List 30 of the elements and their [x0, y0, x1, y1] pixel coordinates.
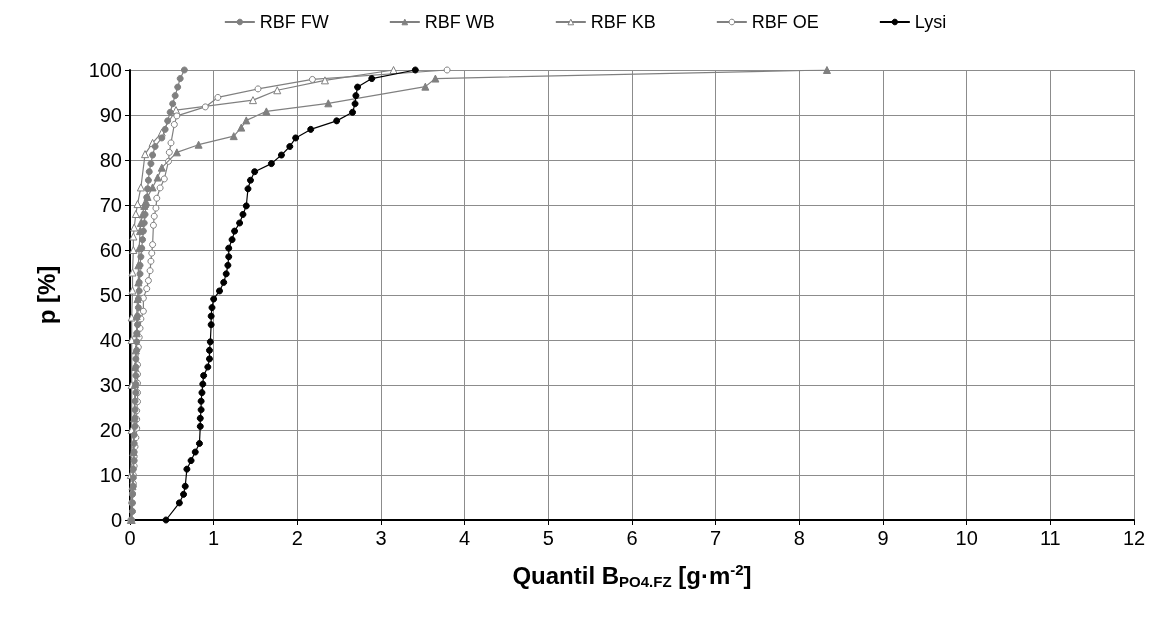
x-tick-label: 0 — [124, 527, 136, 549]
x-tick-label: 12 — [1122, 527, 1146, 549]
y-tick-label: 80 — [99, 149, 122, 171]
y-axis-title: p [%] — [32, 265, 60, 325]
x-tick-label: 8 — [793, 527, 805, 549]
y-tick-label: 30 — [99, 374, 122, 396]
y-tick-label: 70 — [99, 194, 122, 216]
y-tick-label: 20 — [99, 419, 122, 441]
x-tick-label: 11 — [1039, 527, 1061, 549]
legend-label: RBF KB — [590, 12, 656, 32]
y-tick-label: 100 — [88, 59, 122, 81]
y-tick-label: 90 — [99, 104, 122, 126]
y-tick-label: 60 — [99, 239, 122, 261]
x-tick-label: 6 — [626, 527, 638, 549]
y-tick-label: 40 — [99, 329, 122, 351]
x-tick-label: 9 — [877, 527, 889, 549]
y-tick-label: 50 — [99, 284, 122, 306]
x-tick-label: 7 — [710, 527, 722, 549]
x-tick-label: 3 — [375, 527, 387, 549]
x-tick-label: 4 — [459, 527, 471, 549]
x-tick-label: 10 — [955, 527, 978, 549]
x-tick-label: 2 — [291, 527, 303, 549]
x-tick-label: 5 — [542, 527, 554, 549]
legend-label: RBF FW — [259, 12, 329, 32]
x-tick-label: 1 — [208, 527, 220, 549]
legend-label: RBF OE — [751, 12, 819, 32]
y-tick-label: 0 — [110, 509, 122, 531]
legend-label: RBF WB — [424, 12, 495, 32]
y-tick-label: 10 — [99, 464, 122, 486]
legend-label: Lysi — [914, 12, 947, 32]
